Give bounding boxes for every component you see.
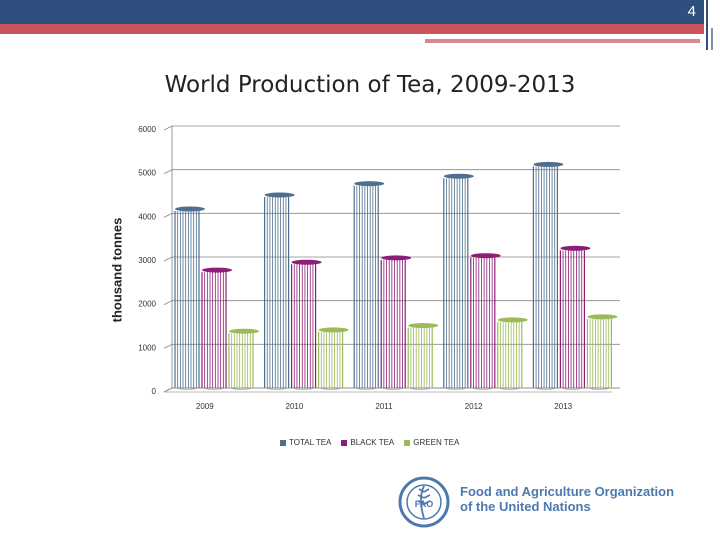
bar-base [228, 387, 254, 390]
bar-black-tea-2012 [470, 253, 501, 390]
bar-cap [560, 245, 591, 251]
y-tick-label: 0 [152, 387, 157, 396]
bar-cap [587, 314, 618, 320]
legend-item-green: GREEN TEA [404, 438, 459, 447]
x-tick-label: 2010 [286, 402, 304, 411]
legend-label-total: TOTAL TEA [289, 438, 332, 447]
bar-cap [229, 328, 259, 334]
gridline-depth [163, 387, 173, 393]
legend-item-total: TOTAL TEA [280, 438, 331, 447]
y-tick-label: 3000 [138, 256, 156, 265]
bar-black-tea-2011 [380, 255, 412, 390]
bar-base [201, 387, 227, 390]
bar-total-tea-2011 [353, 181, 385, 390]
fao-logo-letters: FAO [415, 499, 434, 509]
legend-swatch-black [341, 439, 348, 446]
bar-base [318, 387, 343, 390]
right-rule [706, 0, 708, 50]
legend-swatch-total [280, 439, 286, 446]
accent-thin-bar [425, 39, 700, 43]
bar-base [291, 387, 316, 390]
bar-green-tea-2013 [586, 314, 618, 390]
bar-cap [497, 317, 528, 323]
bar-total-tea-2009 [174, 206, 205, 390]
bar-base [354, 387, 379, 390]
bar-cap [202, 267, 232, 273]
bar-total-tea-2012 [443, 173, 474, 390]
bar-base [533, 387, 558, 390]
y-tick-label: 2000 [138, 300, 156, 309]
bar-cap [318, 327, 349, 333]
bar-cap [175, 206, 205, 212]
bar-cap [381, 255, 412, 261]
y-tick-label: 5000 [138, 169, 156, 178]
fao-name-line2: of the United Nations [460, 499, 591, 514]
fao-name-line1: Food and Agriculture Organization [460, 484, 675, 499]
gridline-depth [163, 212, 173, 218]
chart-legend: TOTAL TEA BLACK TEA GREEN TEA [280, 438, 459, 447]
bar-base [264, 387, 289, 390]
bar-base [497, 387, 522, 390]
gridline-depth [163, 343, 173, 349]
bar-total-tea-2013 [532, 161, 564, 390]
legend-item-black: BLACK TEA [341, 438, 394, 447]
fao-wordmark: Food and Agriculture Organization of the… [460, 484, 674, 514]
bar-base [443, 387, 468, 390]
right-rule-secondary [711, 28, 713, 50]
bar-green-tea-2011 [407, 323, 439, 390]
bar-total-tea-2010 [264, 192, 295, 390]
bar-base [587, 387, 612, 390]
bar-cap [354, 181, 385, 187]
legend-label-green: GREEN TEA [413, 438, 460, 447]
bar-cap [264, 192, 295, 198]
bar-cap [533, 161, 564, 167]
bar-base [470, 387, 495, 390]
bar-black-tea-2009 [201, 267, 232, 390]
gridline-depth [163, 169, 173, 175]
x-tick-label: 2009 [196, 402, 214, 411]
y-tick-label: 4000 [138, 212, 156, 221]
bar-cap [291, 259, 322, 265]
fao-logo-icon: FAO [398, 476, 450, 528]
x-tick-label: 2013 [554, 402, 572, 411]
bar-black-tea-2013 [559, 245, 591, 390]
bar-cap [408, 323, 439, 329]
bar-base [560, 387, 585, 390]
bar-green-tea-2009 [228, 328, 259, 390]
y-tick-label: 1000 [138, 343, 156, 352]
bar-base [381, 387, 406, 390]
bar-cap [443, 173, 474, 179]
bar-base [174, 387, 200, 390]
x-tick-label: 2011 [375, 402, 393, 411]
bar-base [408, 387, 433, 390]
bar-green-tea-2010 [318, 327, 349, 390]
gridline-depth [163, 300, 173, 306]
x-tick-label: 2012 [465, 402, 483, 411]
y-tick-label: 6000 [138, 125, 156, 134]
gridline-depth [163, 256, 173, 262]
bar-cap [470, 253, 501, 259]
chart-title: World Production of Tea, 2009-2013 [164, 72, 576, 98]
gridline-depth [163, 125, 173, 131]
legend-swatch-green [404, 439, 411, 446]
bar-black-tea-2010 [291, 259, 322, 390]
header-bar [0, 0, 704, 24]
accent-bar [0, 24, 704, 34]
legend-label-black: BLACK TEA [350, 438, 395, 447]
slide-number: 4 [687, 3, 696, 20]
bar-green-tea-2012 [497, 317, 528, 390]
